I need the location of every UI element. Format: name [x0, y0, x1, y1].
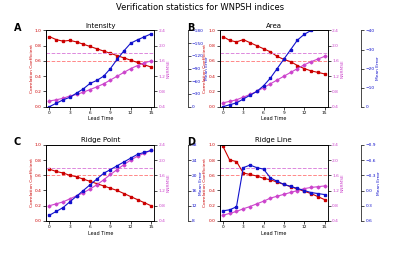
Text: D: D — [187, 137, 195, 147]
Text: Verification statistics for WNPSH indices: Verification statistics for WNPSH indice… — [116, 3, 284, 11]
Y-axis label: Correlation Coefficient: Correlation Coefficient — [203, 158, 207, 207]
Text: B: B — [187, 23, 194, 33]
X-axis label: Lead Time: Lead Time — [88, 116, 113, 121]
Y-axis label: Correlation Coefficient: Correlation Coefficient — [203, 44, 207, 93]
Y-axis label: Mean Error: Mean Error — [376, 57, 380, 81]
Title: Ridge Line: Ridge Line — [256, 137, 292, 143]
Y-axis label: NNRMSE: NNRMSE — [340, 173, 344, 192]
Text: C: C — [14, 137, 21, 147]
Y-axis label: Mean Error: Mean Error — [199, 171, 203, 195]
Title: Area: Area — [266, 23, 282, 29]
Y-axis label: Mean Error: Mean Error — [377, 171, 381, 195]
Text: A: A — [14, 23, 21, 33]
X-axis label: Lead Time: Lead Time — [88, 231, 113, 235]
Y-axis label: Correlation Coefficient: Correlation Coefficient — [30, 44, 34, 93]
Title: Intensity: Intensity — [85, 23, 116, 29]
Y-axis label: NNRMSE: NNRMSE — [167, 173, 171, 192]
Y-axis label: NNRMSE: NNRMSE — [340, 59, 344, 78]
Y-axis label: NNRMSE: NNRMSE — [167, 59, 171, 78]
X-axis label: Lead Time: Lead Time — [261, 231, 286, 235]
X-axis label: Lead Time: Lead Time — [261, 116, 286, 121]
Title: Ridge Point: Ridge Point — [80, 137, 120, 143]
Y-axis label: Mean Error: Mean Error — [205, 57, 209, 81]
Y-axis label: Correlation Coefficient: Correlation Coefficient — [30, 158, 34, 207]
